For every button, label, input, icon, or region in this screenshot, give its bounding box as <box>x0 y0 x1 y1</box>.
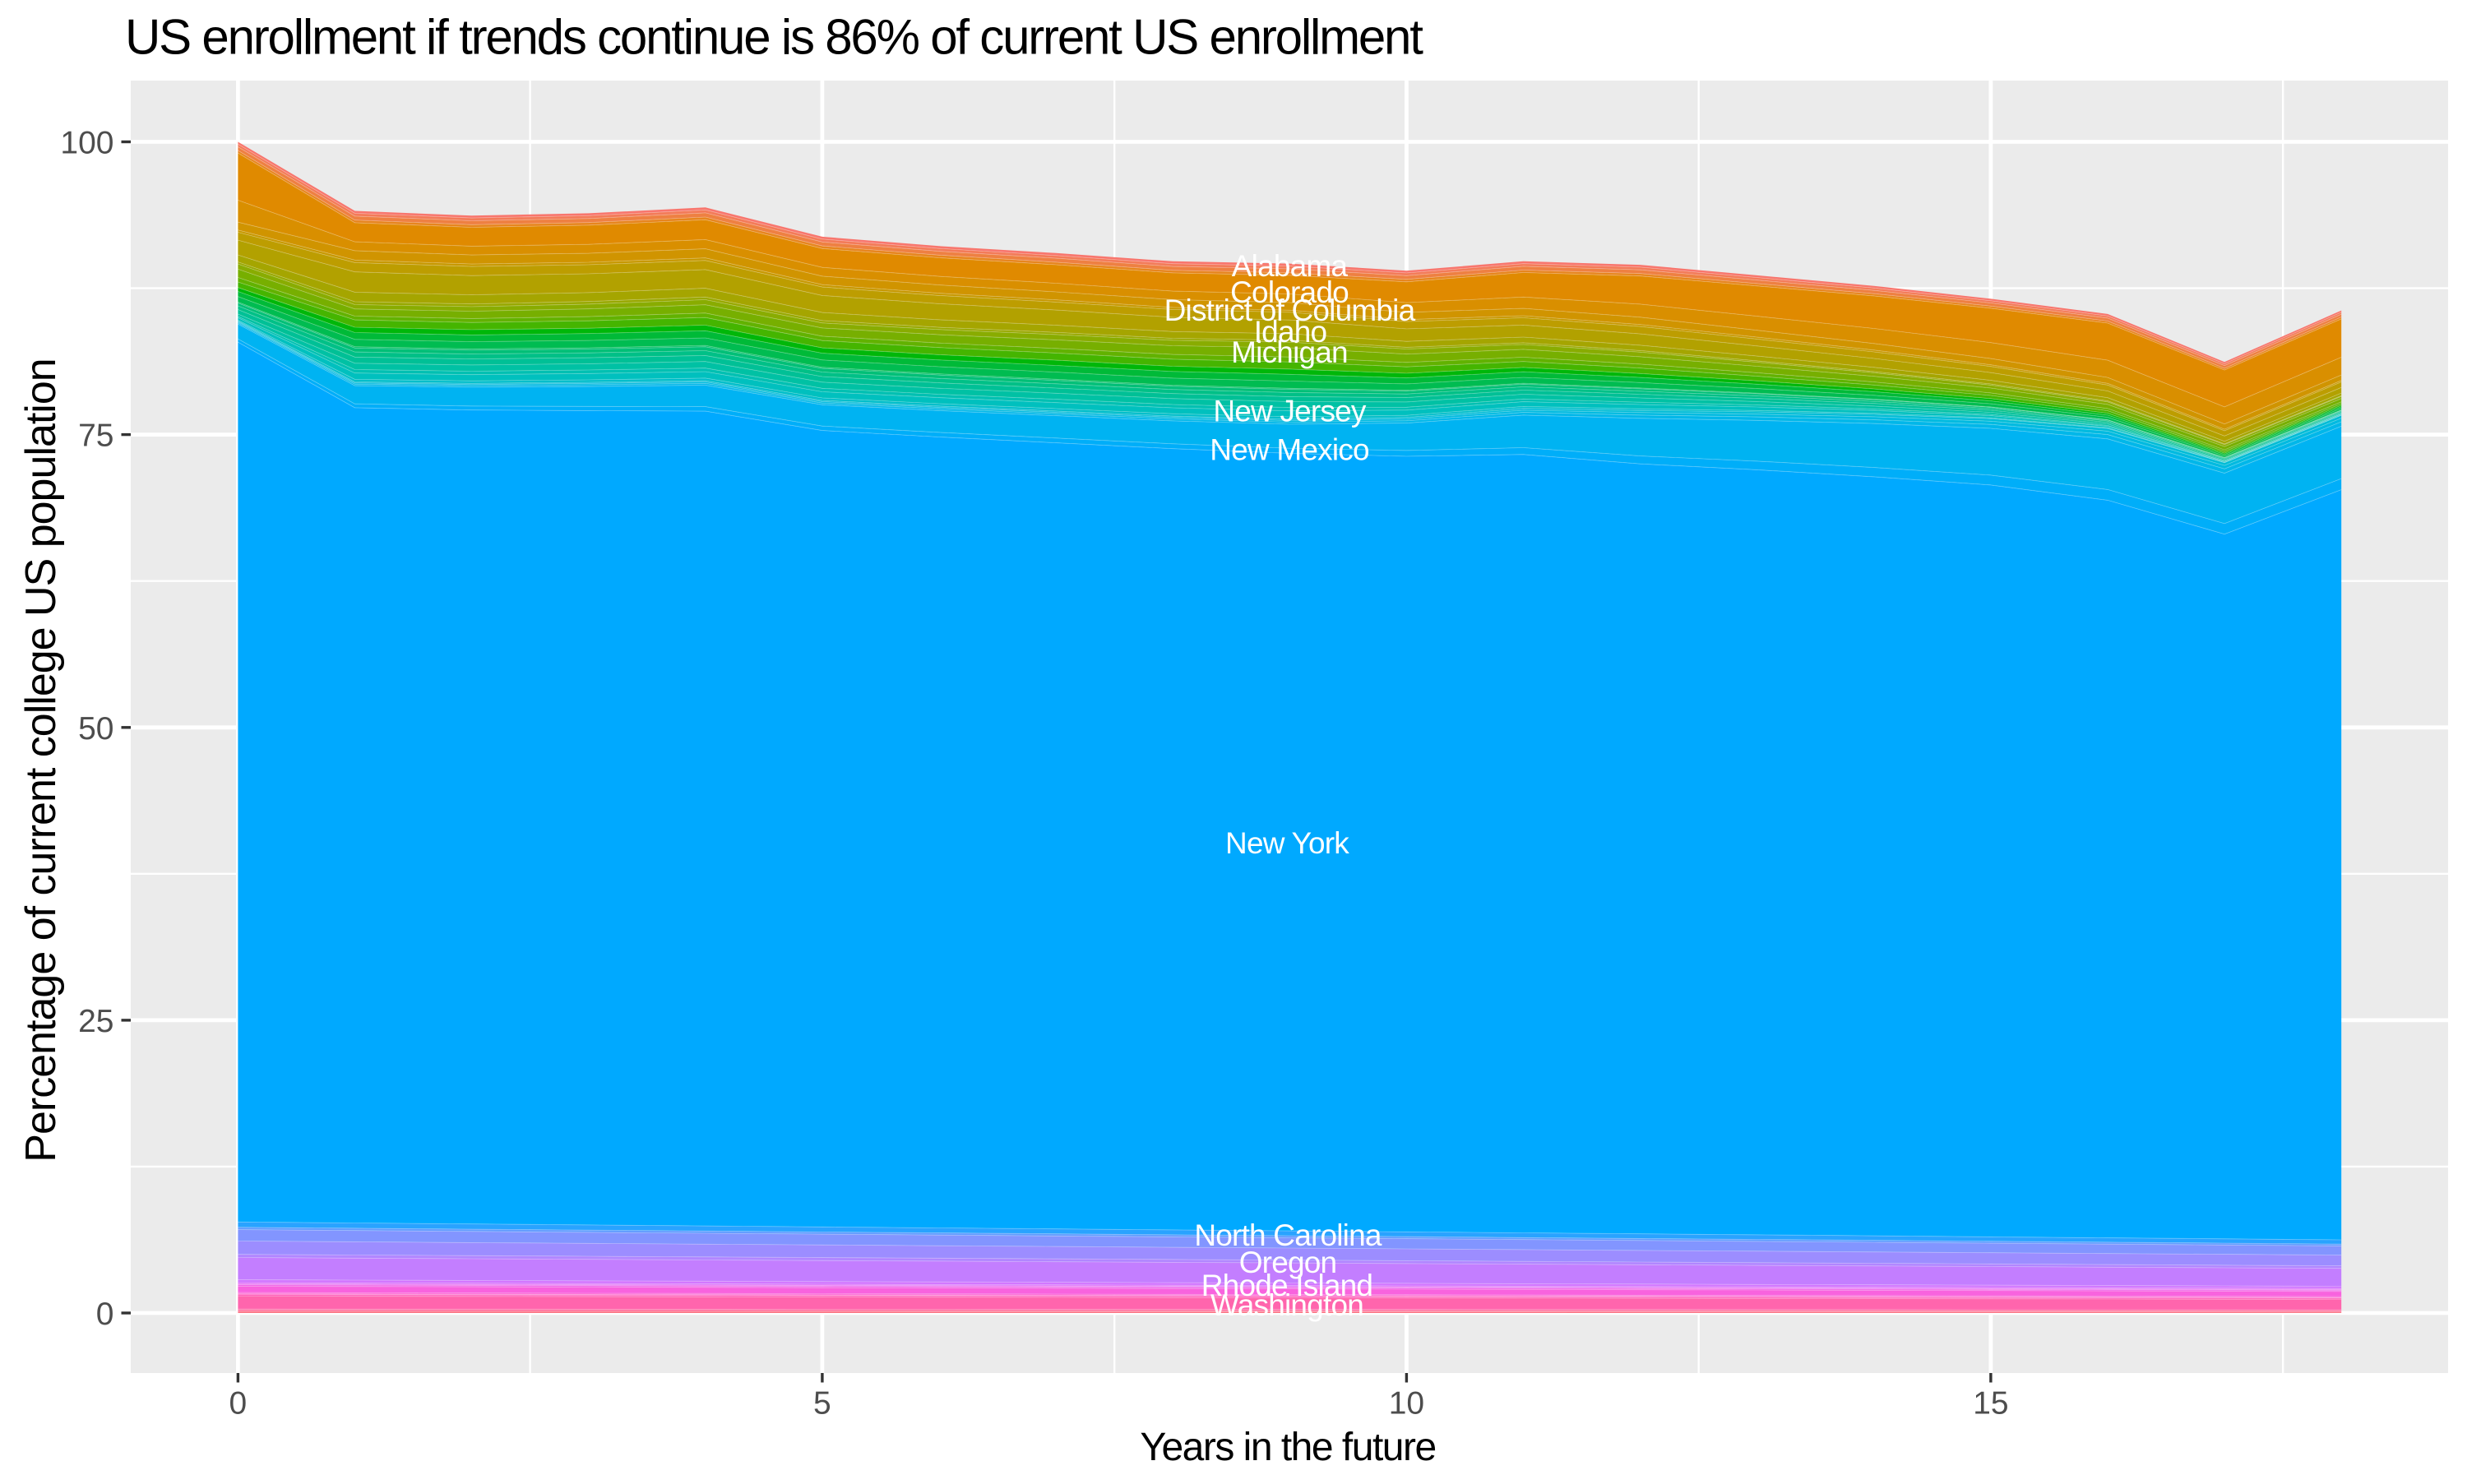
svg-text:Years in the future: Years in the future <box>1140 1426 1435 1469</box>
svg-text:Alabama: Alabama <box>1232 249 1349 283</box>
svg-text:10: 10 <box>1389 1386 1424 1422</box>
svg-text:15: 15 <box>1973 1386 2008 1422</box>
svg-text:50: 50 <box>78 711 113 747</box>
svg-text:Rhode Island: Rhode Island <box>1201 1269 1372 1302</box>
svg-text:25: 25 <box>78 1004 113 1039</box>
svg-text:0: 0 <box>229 1386 248 1422</box>
svg-text:Oregon: Oregon <box>1239 1246 1337 1279</box>
svg-text:Washington: Washington <box>1210 1288 1363 1322</box>
svg-text:New York: New York <box>1225 826 1349 860</box>
svg-text:5: 5 <box>813 1386 831 1422</box>
svg-text:District of Columbia: District of Columbia <box>1164 294 1416 327</box>
svg-text:New Mexico: New Mexico <box>1210 432 1369 466</box>
svg-text:New Jersey: New Jersey <box>1213 394 1367 428</box>
svg-text:Idaho: Idaho <box>1254 315 1327 349</box>
svg-text:North Carolina: North Carolina <box>1194 1218 1382 1252</box>
svg-text:0: 0 <box>96 1297 114 1332</box>
svg-text:Michigan: Michigan <box>1231 335 1348 369</box>
svg-text:75: 75 <box>78 418 113 454</box>
svg-text:100: 100 <box>60 126 113 161</box>
svg-text:Percentage of current college: Percentage of current college US populat… <box>17 358 65 1162</box>
svg-text:US enrollment if trends contin: US enrollment if trends continue is 86% … <box>125 10 1423 65</box>
svg-text:Colorado: Colorado <box>1230 275 1349 309</box>
